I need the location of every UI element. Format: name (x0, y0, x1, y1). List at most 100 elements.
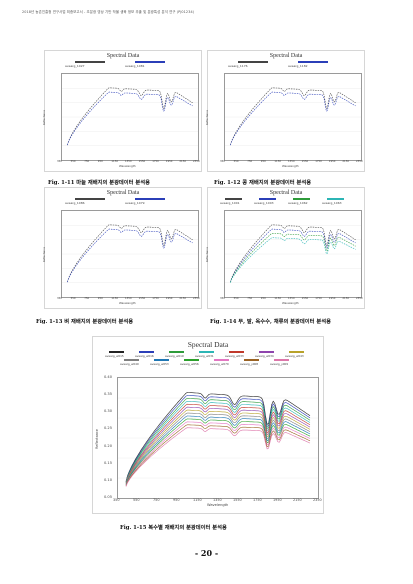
legend-label: avearg_w049 (120, 362, 139, 366)
spectral-curve (230, 225, 355, 282)
x-tick-label: 1950 (166, 297, 173, 300)
x-tick-label: 2350 (313, 498, 322, 502)
x-tick-label: 350 (220, 160, 225, 163)
x-tick-label: 1750 (315, 160, 322, 163)
legend-label: avearg_1182 (288, 64, 308, 68)
legend-label: avearg_y008 (240, 362, 258, 366)
spectral-curve (230, 88, 355, 145)
x-tick-label: 2150 (179, 160, 186, 163)
figure-caption-1-11: Fig. 1-11 마늘 재배지의 분광데이터 분석용 (48, 178, 150, 186)
legend-swatch (124, 359, 139, 361)
legend-label: avearg_1063 (322, 201, 342, 205)
legend-label: avearg_w070 (210, 362, 229, 366)
spectral-curve (230, 92, 355, 145)
legend-label: avearg_w043 (285, 354, 304, 358)
x-tick-label: 350 (57, 160, 62, 163)
spectral-curve (67, 229, 192, 282)
spectral-curve (67, 225, 192, 282)
spectral-curve (230, 238, 355, 283)
x-tick-label: 1950 (166, 160, 173, 163)
spectral-plot-svg (225, 211, 361, 297)
x-tick-label: 2350 (193, 297, 200, 300)
spectral-chart-5: Spectral Data avearg_w015 avearg_w016 avea… (92, 336, 324, 514)
y-axis-label: Reflectance (43, 247, 46, 262)
legend-swatch (135, 61, 165, 63)
legend-label: avearg_1081 (125, 64, 145, 68)
spectral-plot-svg (118, 378, 318, 498)
x-tick-label: 2150 (293, 498, 302, 502)
chart-title: Spectral Data (208, 53, 364, 59)
spectral-chart-3: Spectral Data avearg_1086 avearg_1079 350… (44, 187, 202, 309)
spectral-curve (126, 404, 310, 483)
y-tick-label: 0.05 (104, 495, 112, 499)
y-tick-label: 0.30 (104, 409, 112, 413)
x-axis-label: Wavelength (282, 301, 299, 305)
x-tick-label: 1350 (288, 297, 295, 300)
y-axis-label: Reflectance (206, 110, 209, 125)
y-tick-label: 0.25 (104, 426, 112, 430)
x-tick-label: 950 (173, 498, 179, 502)
legend-swatch (229, 351, 244, 353)
y-tick-label: 0.15 (104, 461, 112, 465)
x-tick-label: 2150 (342, 160, 349, 163)
legend-swatch (139, 351, 154, 353)
spectral-chart-1: Spectral Data avearg_1027 avearg_1081 350… (44, 50, 202, 172)
legend-swatch (244, 359, 259, 361)
x-tick-label: 1550 (139, 297, 146, 300)
legend-label: avearg_w019 (165, 354, 184, 358)
x-tick-label: 550 (234, 160, 239, 163)
legend-label: avearg_w053 (150, 362, 169, 366)
spectral-plot-svg (62, 211, 198, 297)
spectral-curve (126, 395, 310, 481)
legend-swatch (298, 61, 328, 63)
y-tick-label: 0.20 (104, 444, 112, 448)
x-tick-label: 1950 (329, 297, 336, 300)
x-tick-label: 1350 (288, 160, 295, 163)
legend-swatch (327, 198, 344, 200)
spectral-chart-2: Spectral Data avearg_1176 avearg_1182 350… (207, 50, 365, 172)
x-tick-label: 1550 (233, 498, 242, 502)
legend-label: avearg_w056 (180, 362, 199, 366)
spectral-plot-svg (62, 74, 198, 160)
figure-caption-1-12: Fig. 1-12 콩 재배지의 분광데이터 분석용 (214, 178, 311, 186)
x-tick-label: 1550 (302, 160, 309, 163)
x-axis-label: Wavelength (119, 301, 136, 305)
x-tick-label: 350 (57, 297, 62, 300)
legend-label: avearg_w034 (255, 354, 274, 358)
x-tick-label: 950 (98, 297, 103, 300)
figure-caption-1-13: Fig. 1-13 벼 재배지의 분광데이터 분석용 (36, 317, 133, 325)
x-tick-label: 1350 (213, 498, 222, 502)
x-tick-label: 950 (98, 160, 103, 163)
spectral-curve (126, 428, 310, 487)
legend-label: avearg_w015 (105, 354, 124, 358)
chart-title: Spectral Data (93, 340, 323, 349)
page-number: - 20 - (0, 548, 413, 558)
x-axis-label: Wavelength (119, 164, 136, 168)
legend-label: avearg_w031 (195, 354, 214, 358)
legend-swatch (274, 359, 289, 361)
spectral-curve (126, 398, 310, 482)
x-tick-label: 350 (113, 498, 119, 502)
x-tick-label: 1150 (274, 160, 281, 163)
x-tick-label: 750 (84, 160, 89, 163)
x-tick-label: 2350 (356, 160, 363, 163)
y-axis-label: Reflectance (206, 247, 209, 262)
x-axis-label: Wavelength (282, 164, 299, 168)
legend-swatch (135, 198, 165, 200)
x-tick-label: 550 (133, 498, 139, 502)
x-tick-label: 350 (220, 297, 225, 300)
legend-label: avearg_1001 (220, 201, 240, 205)
legend-swatch (154, 359, 169, 361)
legend-swatch (214, 359, 229, 361)
y-axis-label: Reflectance (95, 429, 99, 449)
x-tick-label: 1150 (193, 498, 202, 502)
y-tick-label: 0.10 (104, 478, 112, 482)
x-tick-label: 1150 (111, 297, 118, 300)
spectral-curve (126, 407, 310, 483)
legend-swatch (238, 61, 268, 63)
spectral-chart-4: Spectral Data avearg_1001 avearg_1003 avea… (207, 187, 365, 309)
x-tick-label: 950 (261, 297, 266, 300)
legend-label: avearg_1176 (228, 64, 248, 68)
chart-title: Spectral Data (208, 190, 364, 196)
legend-swatch (259, 198, 276, 200)
